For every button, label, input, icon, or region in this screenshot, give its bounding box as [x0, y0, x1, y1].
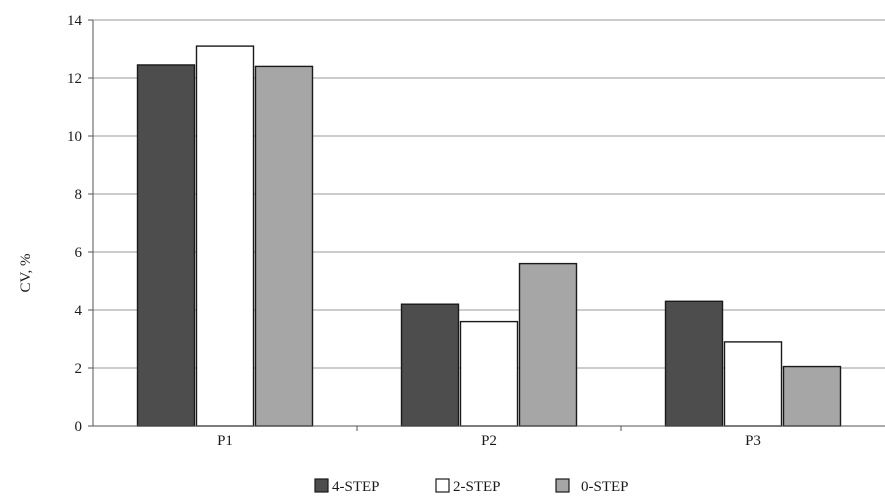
x-category-labels: P1 P2 P3 — [217, 433, 761, 449]
y-tick-label: 14 — [67, 13, 83, 29]
y-tick-label: 8 — [75, 187, 83, 203]
y-tick-label: 10 — [67, 129, 82, 145]
bar-2-step-p1 — [195, 45, 255, 427]
bar-2-step-p2 — [459, 320, 519, 427]
y-tick-labels: 0 2 4 6 8 10 12 14 — [67, 13, 83, 435]
x-category-label: P3 — [745, 433, 761, 449]
bar-2-step-p3 — [723, 341, 783, 427]
bars — [136, 45, 842, 431]
legend-swatch-0-step — [555, 478, 570, 493]
legend-swatch-4-step — [314, 478, 329, 493]
y-tick-label: 12 — [67, 71, 82, 87]
bar-0-step-p3 — [782, 365, 842, 427]
y-tick-label: 0 — [75, 419, 83, 435]
legend-swatch-2-step — [435, 478, 450, 493]
y-tick-label: 6 — [75, 245, 83, 261]
legend: 4-STEP 2-STEP 0-STEP — [314, 478, 629, 495]
axes — [88, 19, 885, 427]
bar-4-step-p3 — [664, 300, 724, 427]
legend-label-2-step: 2-STEP — [453, 479, 501, 495]
x-category-label: P1 — [217, 433, 233, 449]
y-axis-title: CV, % — [18, 254, 34, 293]
x-category-label: P2 — [481, 433, 497, 449]
bar-0-step-p2 — [518, 262, 578, 427]
bar-4-step-p1 — [136, 64, 196, 427]
y-tick-label: 2 — [75, 361, 83, 377]
legend-label-4-step: 4-STEP — [332, 479, 380, 495]
legend-label-0-step: 0-STEP — [581, 479, 629, 495]
y-tick-label: 4 — [75, 303, 83, 319]
bar-4-step-p2 — [400, 303, 460, 427]
bar-0-step-p1 — [254, 65, 314, 427]
